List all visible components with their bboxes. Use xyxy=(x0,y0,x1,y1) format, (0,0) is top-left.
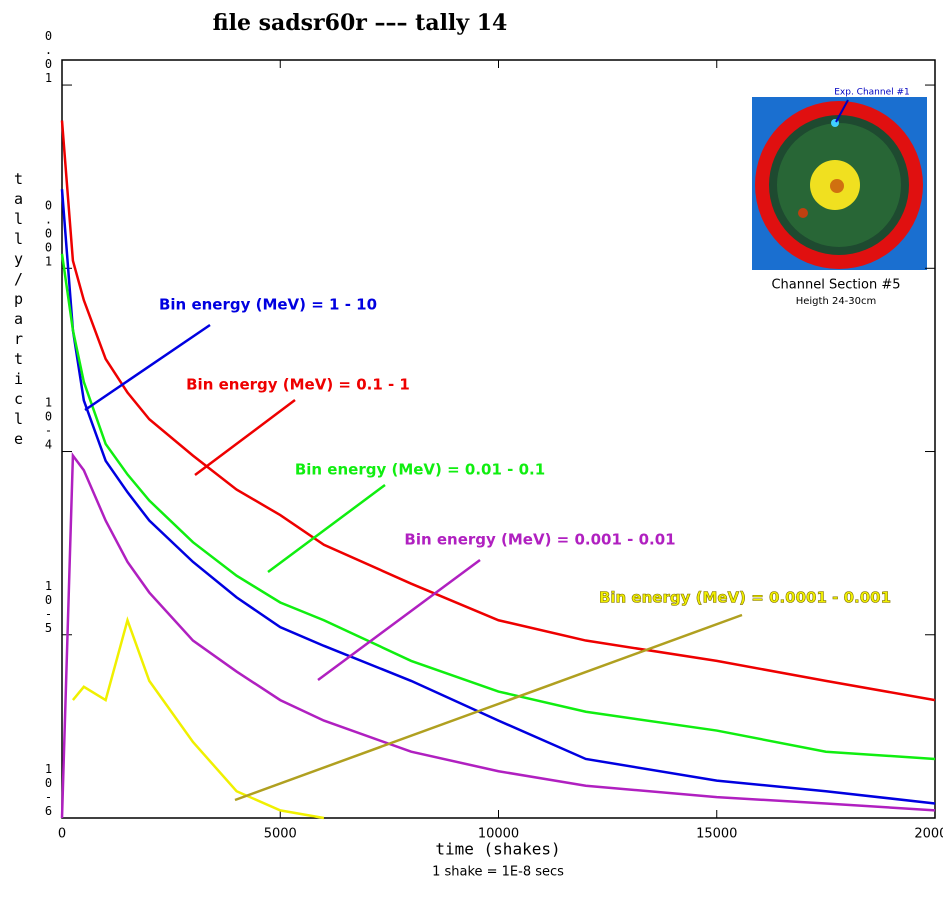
legend-label: Bin energy (MeV) = 0.01 - 0.1 xyxy=(295,461,545,479)
inset-subcaption: Heigth 24-30cm xyxy=(796,296,877,307)
inset-caption: Channel Section #5 xyxy=(771,278,900,293)
series-line xyxy=(60,120,936,702)
y-tick-label: 10-6 xyxy=(42,762,56,818)
legend-leader xyxy=(194,399,296,476)
y-axis-label: tally/particle xyxy=(10,170,28,450)
inset-center-dot xyxy=(830,179,844,193)
y-tick-label: 10-4 xyxy=(42,396,56,452)
y-tick-label: 0.001 xyxy=(42,198,56,268)
inset-pointer xyxy=(835,99,849,123)
x-tick-label: 10000 xyxy=(478,827,519,842)
inset-channel-label: Exp. Channel #1 xyxy=(834,88,910,98)
x-axis-note: 1 shake = 1E-8 secs xyxy=(432,865,564,880)
x-axis-label: time (shakes) xyxy=(435,840,560,859)
legend-label: Bin energy (MeV) = 1 - 10 xyxy=(159,296,377,314)
x-tick-label: 20000 xyxy=(914,827,943,842)
legend-label: Bin energy (MeV) = 0.001 - 0.01 xyxy=(404,531,675,549)
x-tick-label: 5000 xyxy=(264,827,297,842)
legend-leader xyxy=(317,558,481,682)
series-line xyxy=(60,451,936,819)
series-line xyxy=(60,189,936,805)
y-tick-label: 10-5 xyxy=(42,579,56,635)
legend-leader xyxy=(84,323,211,412)
legend-label: Bin energy (MeV) = 0.0001 - 0.001 xyxy=(599,589,891,607)
legend-leader xyxy=(234,613,743,802)
legend-leader xyxy=(267,483,386,574)
series-line xyxy=(60,253,936,761)
x-tick-label: 15000 xyxy=(696,827,737,842)
series-line xyxy=(71,616,325,820)
inset: Exp. Channel #1 Channel Section #5 Heigt… xyxy=(752,88,927,307)
legend-label: Bin energy (MeV) = 0.1 - 1 xyxy=(186,376,410,394)
chart-title: file sadsr60r ––– tally 14 xyxy=(213,10,508,36)
inset-dot xyxy=(798,208,808,218)
x-tick-label: 0 xyxy=(58,827,66,842)
y-tick-label: 0.01 xyxy=(42,29,56,85)
